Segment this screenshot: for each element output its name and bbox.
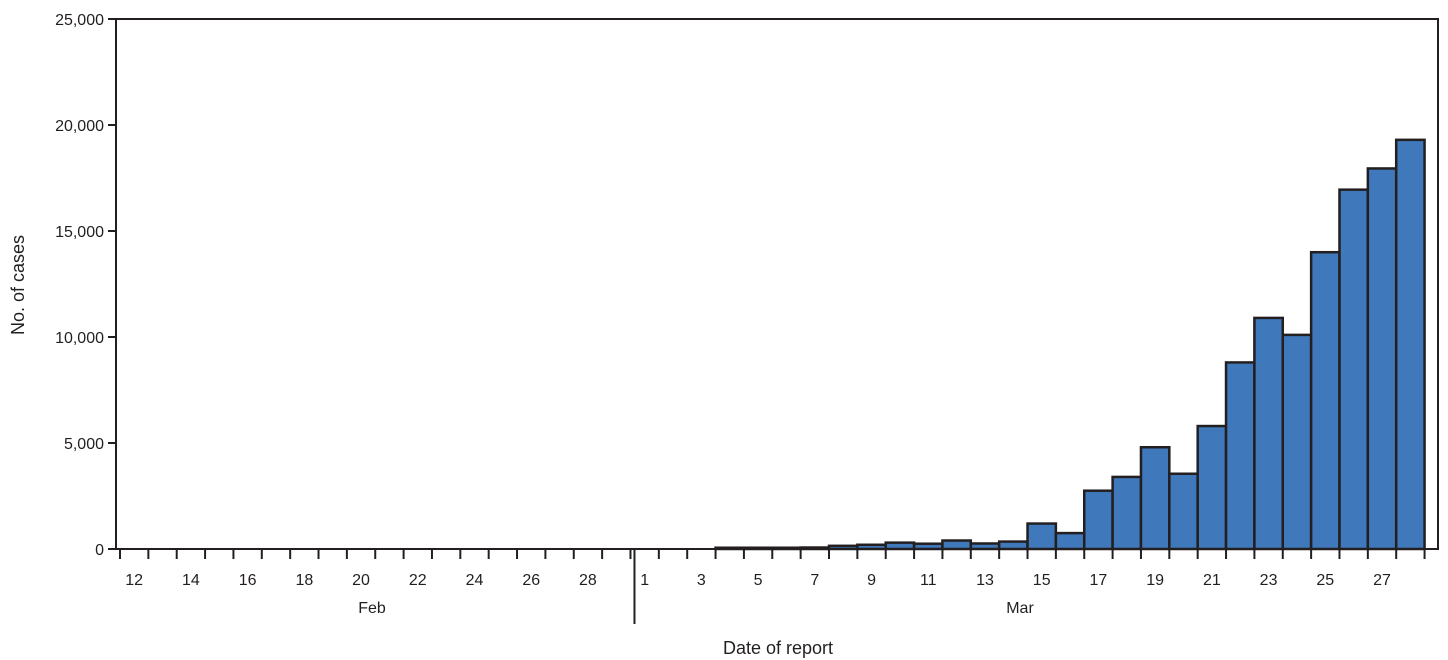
- x-tick-label-22: 5: [754, 572, 763, 589]
- month-label-feb: Feb: [358, 600, 386, 617]
- y-tick-label-15000: 15,000: [55, 224, 104, 241]
- x-tick-label-18: 1: [640, 572, 649, 589]
- bar-mar-28: [1394, 138, 1426, 551]
- y-tick-label-5000: 5,000: [64, 436, 104, 453]
- x-tick-label-8: 20: [352, 572, 370, 589]
- x-tick-label-32: 15: [1033, 572, 1051, 589]
- x-axis-title: Date of report: [723, 638, 833, 658]
- x-tick-label-24: 7: [810, 572, 819, 589]
- bar-mar-17: [1082, 489, 1114, 551]
- plot-frame: [115, 18, 1439, 550]
- bars-layer: [714, 138, 1426, 551]
- x-tick-label-2: 14: [182, 572, 200, 589]
- bar-mar-26: [1338, 188, 1370, 551]
- bar-mar-19: [1139, 445, 1171, 551]
- bar-mar-15: [1026, 522, 1058, 551]
- bar-mar-27: [1366, 167, 1398, 551]
- x-tick-label-4: 16: [239, 572, 257, 589]
- bar-mar-12: [941, 539, 973, 551]
- bar-mar-18: [1111, 475, 1143, 551]
- x-tick-label-44: 27: [1373, 572, 1391, 589]
- x-tick-label-38: 21: [1203, 572, 1221, 589]
- y-axis-title: No. of cases: [8, 235, 28, 335]
- x-tick-label-30: 13: [976, 572, 994, 589]
- x-tick-label-10: 22: [409, 572, 427, 589]
- x-tick-label-36: 19: [1146, 572, 1164, 589]
- y-tick-label-20000: 20,000: [55, 118, 104, 135]
- x-tick-label-20: 3: [697, 572, 706, 589]
- bar-mar-21: [1196, 424, 1228, 551]
- bar-mar-24: [1281, 333, 1313, 551]
- x-tick-label-6: 18: [295, 572, 313, 589]
- x-tick-label-42: 25: [1316, 572, 1334, 589]
- y-tick-label-25000: 25,000: [55, 12, 104, 29]
- y-tick-label-10000: 10,000: [55, 330, 104, 347]
- bar-mar-16: [1054, 531, 1086, 551]
- x-tick-label-12: 24: [466, 572, 484, 589]
- x-tick-label-40: 23: [1260, 572, 1278, 589]
- x-tick-label-14: 26: [522, 572, 540, 589]
- bar-mar-22: [1224, 361, 1256, 551]
- x-tick-label-28: 11: [920, 572, 937, 589]
- x-tick-label-16: 28: [579, 572, 597, 589]
- x-tick-label-0: 12: [125, 572, 143, 589]
- month-label-mar: Mar: [1006, 600, 1034, 617]
- bar-mar-23: [1253, 316, 1285, 551]
- bar-mar-25: [1309, 250, 1341, 551]
- y-tick-label-0: 0: [95, 542, 104, 559]
- labels-layer: 0 5,000 10,000 15,000 20,000 25,000 12 14 16 18 20…: [55, 12, 1391, 617]
- axes-layer: [108, 18, 1439, 624]
- bar-mar-14: [997, 540, 1029, 551]
- x-tick-label-26: 9: [867, 572, 876, 589]
- bar-mar-20: [1168, 472, 1199, 551]
- x-tick-label-34: 17: [1090, 572, 1108, 589]
